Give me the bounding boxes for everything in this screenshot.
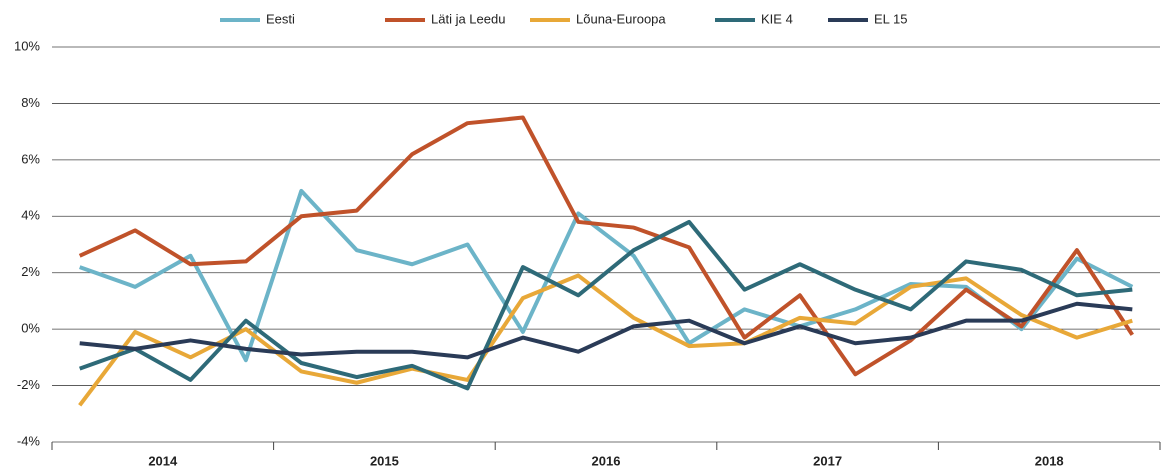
legend-label: EL 15 (874, 11, 908, 26)
x-tick-label: 2016 (592, 453, 621, 468)
line (79, 219, 1133, 391)
y-tick-label: 6% (21, 151, 40, 166)
line (78, 273, 1133, 407)
legend-label: Läti ja Leedu (431, 11, 505, 26)
legend-label: Lõuna-Euroopa (576, 11, 666, 26)
x-tick-label: 2017 (813, 453, 842, 468)
y-tick-label: -4% (17, 433, 41, 448)
line (79, 301, 1133, 360)
x-tick-label: 2014 (148, 453, 178, 468)
legend-label: Eesti (266, 11, 295, 26)
line (79, 188, 1134, 363)
y-tick-label: 10% (14, 38, 40, 53)
x-tick-label: 2015 (370, 453, 399, 468)
x-tick-label: 2018 (1035, 453, 1064, 468)
y-tick-label: -2% (17, 377, 41, 392)
legend-label: KIE 4 (761, 11, 793, 26)
y-tick-label: 8% (21, 95, 40, 110)
y-tick-label: 2% (21, 264, 40, 279)
line (78, 115, 1134, 377)
y-tick-label: 4% (21, 208, 40, 223)
y-tick-label: 0% (21, 321, 40, 336)
